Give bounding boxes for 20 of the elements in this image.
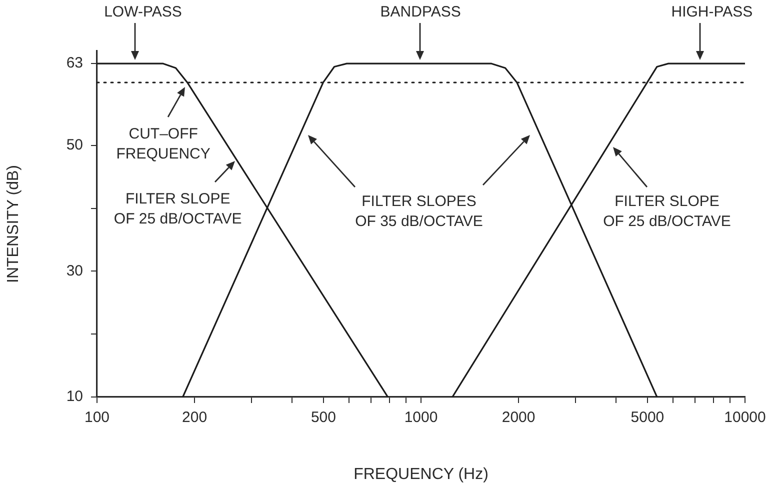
x-tick-label: 1000	[404, 409, 438, 426]
annotation: FILTER SLOPE OF 25 dB/OCTAVE	[114, 190, 242, 228]
x-tick-label: 200	[182, 409, 208, 426]
y-tick-label: 50	[66, 136, 83, 154]
x-tick-label: 5000	[630, 409, 664, 426]
annotation: LOW-PASS	[104, 4, 182, 21]
y-axis-title: INTENSITY (dB)	[5, 165, 22, 283]
x-tick-label: 500	[310, 409, 336, 426]
annotation: HIGH-PASS	[671, 4, 753, 21]
y-tick-label: 10	[66, 388, 83, 406]
y-tick-label: 30	[66, 262, 83, 280]
x-tick-label: 100	[84, 409, 110, 426]
y-tick-label: 63	[66, 54, 83, 72]
x-tick-label: 10000	[724, 409, 766, 426]
annotation: FILTER SLOPES OF 35 dB/OCTAVE	[355, 193, 483, 230]
x-tick-label: 2000	[502, 409, 536, 426]
x-axis-title: FREQUENCY (Hz)	[354, 466, 488, 483]
annotation: BANDPASS	[380, 4, 461, 21]
annotation: CUT–OFF FREQUENCY	[116, 126, 210, 163]
annotation: FILTER SLOPE OF 25 dB/OCTAVE	[603, 193, 731, 230]
